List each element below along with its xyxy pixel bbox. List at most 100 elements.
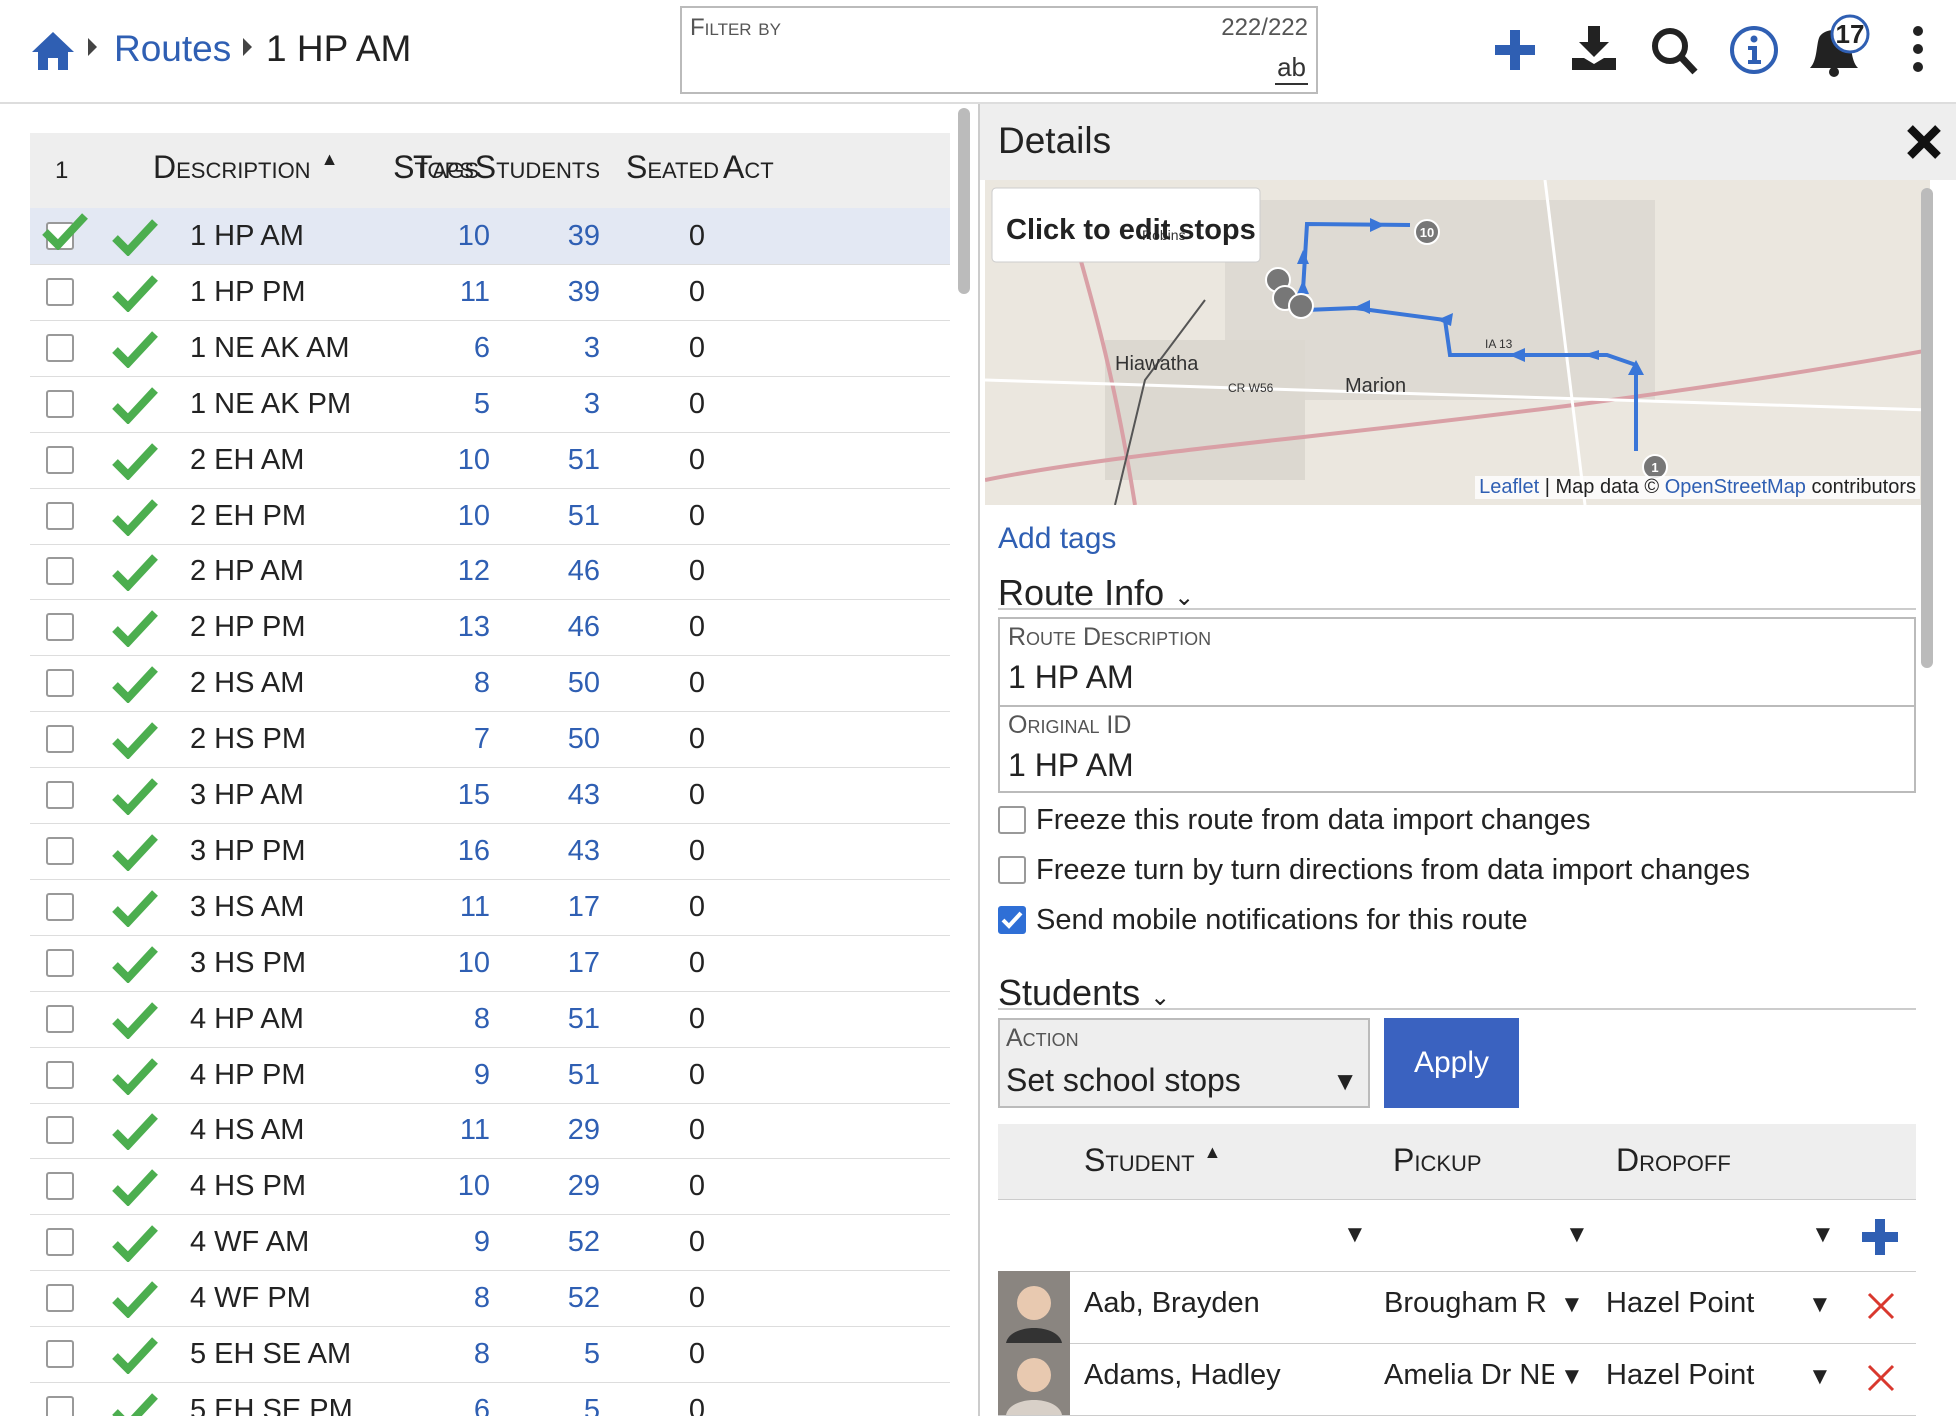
stops-count[interactable]: 8 — [473, 1002, 490, 1035]
stops-count[interactable]: 5 — [473, 387, 490, 420]
action-select[interactable]: Action Set school stops ▼ — [998, 1018, 1370, 1108]
row-checkbox[interactable] — [46, 1004, 74, 1033]
stops-count[interactable]: 10 — [457, 443, 490, 476]
table-row[interactable]: 5 EH SE PM 6 5 0 — [30, 1382, 950, 1416]
column-header[interactable]: Act — [723, 149, 774, 186]
students-count[interactable]: 5 — [583, 1338, 600, 1370]
row-checkbox[interactable] — [46, 613, 74, 642]
attribution-link[interactable]: Leaflet — [1479, 476, 1540, 498]
row-checkbox[interactable] — [46, 445, 74, 474]
students-count[interactable]: 5 — [583, 1393, 600, 1416]
stops-count[interactable]: 8 — [473, 667, 490, 700]
remove-button[interactable] — [1866, 1363, 1896, 1393]
route-info-section[interactable]: Route Info ⌄ — [998, 572, 1916, 613]
map-tooltip[interactable] — [991, 187, 1261, 263]
students-count[interactable]: 39 — [567, 275, 600, 308]
dropoff-dropdown[interactable]: ▼ — [1808, 1363, 1832, 1390]
filter-box[interactable]: Filter by 222/222 ab — [680, 6, 1318, 94]
row-checkbox[interactable] — [46, 333, 74, 362]
stops-count[interactable]: 15 — [457, 779, 490, 811]
info-button[interactable] — [1728, 24, 1780, 76]
student-name[interactable]: Aab, Brayden — [1084, 1287, 1260, 1319]
students-count[interactable]: 39 — [567, 220, 600, 252]
map-stop[interactable] — [1288, 293, 1314, 319]
dropoff-stop[interactable]: Hazel Point — [1606, 1287, 1755, 1319]
add-button[interactable] — [1493, 28, 1537, 72]
stops-count[interactable]: 10 — [457, 499, 490, 532]
column-header[interactable]: Description ▲ — [153, 149, 338, 186]
remove-button[interactable] — [1866, 1291, 1896, 1321]
table-row[interactable]: 2 EH PM 10 51 0 — [30, 488, 950, 545]
apply-button[interactable]: Apply — [1384, 1018, 1519, 1108]
students-count[interactable]: 51 — [567, 1002, 600, 1035]
table-row[interactable]: 5 EH SE AM 8 5 0 — [30, 1326, 950, 1383]
map-stop[interactable] — [1414, 219, 1440, 245]
scrollbar[interactable] — [958, 108, 970, 294]
row-checkbox[interactable] — [46, 501, 74, 530]
filter-dropdown[interactable]: ▼ — [1565, 1221, 1589, 1248]
row-checkbox[interactable] — [46, 557, 74, 586]
close-button[interactable] — [1906, 124, 1942, 160]
row-checkbox[interactable] — [46, 725, 74, 754]
filter-icon[interactable]: ab — [1275, 52, 1308, 85]
students-section[interactable]: Students ⌄ — [998, 972, 1916, 1013]
row-checkbox[interactable] — [46, 1116, 74, 1145]
stops-count[interactable]: 12 — [457, 555, 490, 588]
table-row[interactable]: 1 HP PM 11 39 0 — [30, 264, 950, 321]
row-checkbox[interactable] — [46, 781, 74, 809]
search-button[interactable] — [1650, 26, 1698, 76]
students-count[interactable]: 3 — [583, 331, 600, 364]
row-checkbox[interactable] — [46, 1284, 74, 1313]
filter-dropdown[interactable]: ▼ — [1811, 1221, 1835, 1248]
students-count[interactable]: 17 — [567, 890, 600, 923]
stops-count[interactable]: 10 — [457, 946, 490, 979]
table-row[interactable]: 1 HP AM 10 39 0 — [30, 208, 950, 265]
row-checkbox[interactable] — [46, 1060, 74, 1089]
dropoff-dropdown[interactable]: ▼ — [1808, 1291, 1832, 1318]
table-row[interactable]: 4 WF PM 8 52 0 — [30, 1270, 950, 1328]
download-button[interactable] — [1570, 24, 1618, 72]
field-value[interactable]: 1 HP AM — [1008, 659, 1134, 695]
notifications-button[interactable] — [1802, 12, 1872, 78]
stops-count[interactable]: 9 — [473, 1058, 490, 1091]
row-checkbox[interactable] — [46, 1340, 74, 1368]
stops-count[interactable]: 13 — [457, 611, 490, 644]
column-header[interactable]: Students — [470, 149, 600, 186]
pickup-dropdown[interactable]: ▼ — [1560, 1363, 1584, 1390]
table-row[interactable]: 4 HP AM 8 51 0 — [30, 991, 950, 1048]
table-row[interactable]: 4 WF AM 9 52 0 — [30, 1214, 950, 1272]
map[interactable]: Hiawatha Marion Robins CR W56 IA 13 10 1 — [985, 180, 1930, 505]
students-count[interactable]: 51 — [567, 1058, 600, 1091]
add-student-button[interactable] — [1860, 1217, 1900, 1257]
students-count[interactable]: 46 — [567, 611, 600, 644]
row-checkbox[interactable] — [46, 1228, 74, 1257]
students-count[interactable]: 29 — [567, 1114, 600, 1147]
stops-count[interactable]: 7 — [473, 723, 490, 756]
stops-count[interactable]: 11 — [459, 890, 490, 923]
pickup-dropdown[interactable]: ▼ — [1560, 1291, 1584, 1318]
table-row[interactable]: 2 HP PM 13 46 0 — [30, 599, 950, 657]
stops-count[interactable]: 10 — [457, 220, 490, 252]
row-checkbox[interactable] — [46, 948, 74, 977]
table-row[interactable]: 2 HS PM 7 50 0 — [30, 711, 950, 769]
column-header[interactable]: Dropoff — [1616, 1142, 1731, 1178]
column-header[interactable]: Pickup — [1393, 1142, 1482, 1178]
row-checkbox[interactable] — [46, 1395, 74, 1416]
table-row[interactable]: 4 HP PM 9 51 0 — [30, 1047, 950, 1104]
table-row[interactable]: 3 HP PM 16 43 0 — [30, 823, 950, 880]
table-row[interactable]: 2 HS AM 8 50 0 — [30, 655, 950, 713]
option-checkbox[interactable] — [998, 856, 1026, 884]
table-row[interactable]: 1 NE AK PM 5 3 0 — [30, 376, 950, 433]
option-checkbox[interactable] — [998, 806, 1026, 834]
students-count[interactable]: 17 — [567, 946, 600, 979]
pickup-stop[interactable]: Amelia Dr NE — [1384, 1359, 1554, 1391]
students-count[interactable]: 43 — [567, 834, 600, 867]
row-checkbox[interactable] — [46, 1172, 74, 1201]
table-row[interactable]: 4 HS AM 11 29 0 — [30, 1102, 950, 1160]
stops-count[interactable]: 10 — [457, 1170, 490, 1203]
students-count[interactable]: 51 — [567, 499, 600, 532]
table-row[interactable]: 4 HS PM 10 29 0 — [30, 1158, 950, 1216]
students-count[interactable]: 52 — [567, 1226, 600, 1259]
students-count[interactable]: 52 — [567, 1282, 600, 1315]
menu-button[interactable] — [1908, 24, 1928, 74]
